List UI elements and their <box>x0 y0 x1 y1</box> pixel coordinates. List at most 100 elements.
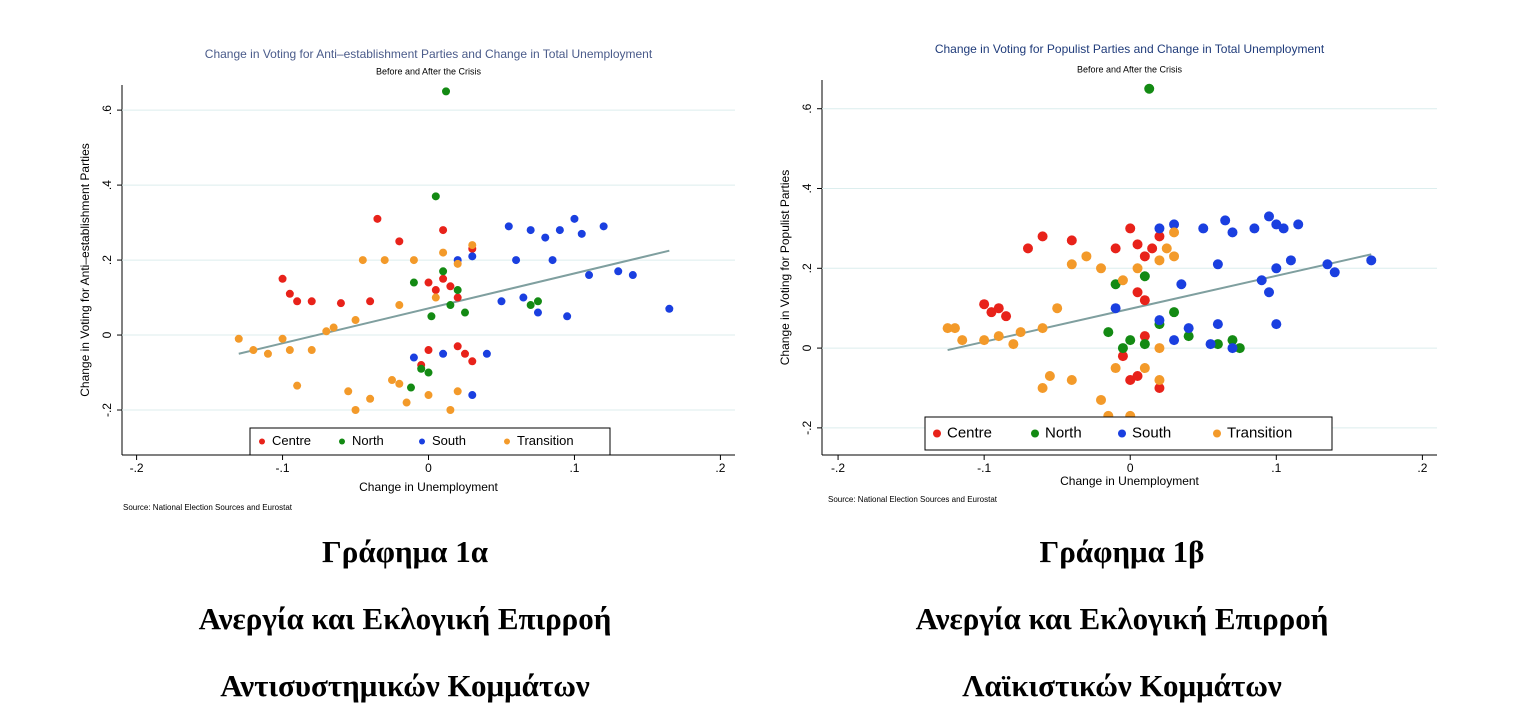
point <box>439 226 448 235</box>
point <box>1154 223 1165 234</box>
x-tick-label: .2 <box>715 461 725 475</box>
point <box>1227 343 1238 354</box>
point <box>1132 287 1143 298</box>
point <box>1081 251 1092 262</box>
point <box>234 334 243 343</box>
point <box>453 286 462 295</box>
point <box>1117 275 1128 286</box>
point <box>307 297 316 306</box>
point <box>278 274 287 283</box>
point <box>1212 339 1223 350</box>
point <box>1249 223 1260 234</box>
point <box>512 256 521 265</box>
point <box>1139 271 1150 282</box>
chart-subtitle: Before and After the Crisis <box>1077 64 1183 74</box>
point <box>1037 323 1048 334</box>
point <box>1110 303 1121 314</box>
point <box>1198 223 1209 234</box>
point <box>1125 375 1136 385</box>
point <box>285 289 294 298</box>
y-tick-label: .2 <box>800 263 814 273</box>
point <box>986 307 997 318</box>
point <box>460 308 469 317</box>
point <box>395 237 404 246</box>
point <box>1234 343 1245 354</box>
point <box>249 346 258 355</box>
point <box>395 301 404 310</box>
point <box>427 312 436 321</box>
legend-symbol <box>1031 429 1039 438</box>
point <box>424 278 433 287</box>
point <box>1212 259 1223 270</box>
point <box>504 222 513 231</box>
source-note: Source: National Election Sources and Eu… <box>123 503 293 512</box>
point <box>366 297 375 306</box>
point <box>1271 319 1282 330</box>
point <box>439 274 448 283</box>
point <box>460 349 469 358</box>
x-tick-label: 0 <box>425 461 432 475</box>
point <box>1103 327 1114 338</box>
point <box>446 406 455 415</box>
legend-symbol <box>933 429 941 438</box>
y-tick-label: .4 <box>800 183 814 193</box>
y-tick-label: 0 <box>100 331 114 338</box>
point <box>322 327 331 336</box>
point <box>1278 223 1289 234</box>
point <box>468 357 477 366</box>
point <box>1139 339 1150 350</box>
legend-box <box>924 416 1333 451</box>
point <box>1110 243 1121 254</box>
point <box>1001 311 1012 322</box>
point <box>1066 375 1077 385</box>
y-axis-label: Change in Voting for Anti–establishment … <box>78 143 92 397</box>
point <box>533 297 542 306</box>
x-tick-label: -.1 <box>276 461 290 475</box>
point <box>1139 331 1150 342</box>
point <box>380 256 389 265</box>
point <box>439 267 448 276</box>
point <box>307 346 316 355</box>
point <box>1271 263 1282 274</box>
point <box>993 331 1004 342</box>
point <box>1037 231 1048 242</box>
caption: Γράφημα 1β <box>1039 534 1204 569</box>
point <box>533 308 542 317</box>
point <box>1052 303 1063 314</box>
point <box>942 323 953 334</box>
point <box>614 267 623 276</box>
legend-label: Transition <box>517 433 574 448</box>
point <box>358 256 367 265</box>
point <box>957 335 968 346</box>
legend-symbol <box>1213 429 1221 438</box>
point <box>599 222 608 231</box>
point <box>497 297 506 306</box>
point <box>548 256 557 265</box>
point <box>278 334 287 343</box>
legend-label: Transition <box>1227 424 1292 441</box>
point <box>293 381 302 390</box>
point <box>431 286 440 295</box>
legend-label: Centre <box>947 424 992 441</box>
point <box>1285 255 1296 266</box>
point <box>1132 371 1143 382</box>
caption: Ανεργία και Εκλογική Επιρροή <box>916 601 1329 636</box>
point <box>563 312 572 321</box>
point <box>453 342 462 351</box>
point <box>351 316 360 325</box>
point <box>1117 351 1128 362</box>
point <box>1169 307 1180 318</box>
point <box>344 387 353 396</box>
source-note: Source: National Election Sources and Eu… <box>828 495 998 504</box>
point <box>1154 315 1165 326</box>
point <box>1044 371 1055 382</box>
point <box>453 293 462 302</box>
y-tick-label: .6 <box>100 105 114 115</box>
point <box>526 226 535 235</box>
point <box>949 323 960 334</box>
point <box>424 368 433 377</box>
point <box>1264 287 1275 298</box>
point <box>1220 215 1231 226</box>
point <box>446 301 455 310</box>
